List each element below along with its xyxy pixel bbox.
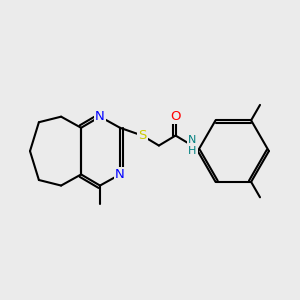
- Text: N: N: [95, 110, 105, 123]
- Text: O: O: [170, 110, 181, 123]
- Text: N
H: N H: [188, 135, 196, 156]
- Text: N: N: [115, 168, 125, 181]
- Text: S: S: [138, 129, 146, 142]
